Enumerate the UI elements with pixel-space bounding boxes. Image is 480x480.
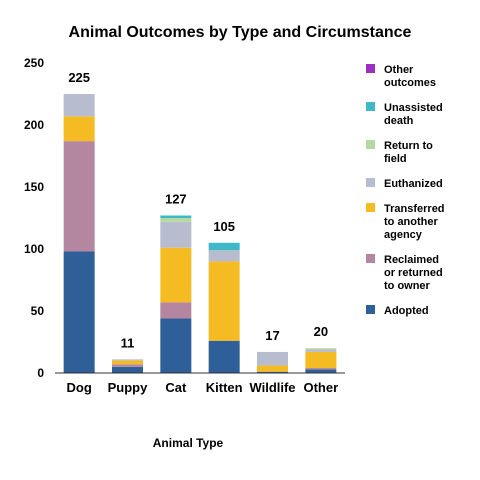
bar-segment — [63, 94, 95, 117]
bar-segment — [208, 250, 240, 262]
y-axis: 0 50 100 150 200 250 — [24, 56, 44, 380]
bar-segment — [305, 348, 337, 350]
bar-segment — [160, 247, 192, 303]
bar-segment — [112, 359, 143, 361]
x-tick-label: Kitten — [206, 380, 243, 395]
x-tick-label: Dog — [67, 380, 92, 395]
legend-label: Adopted — [384, 305, 429, 317]
legend-label: Euthanized — [384, 178, 443, 190]
x-axis: 225 Dog 11 Puppy 127 Cat 105 Kitten 17 Wildlife 20… — [67, 70, 339, 395]
y-tick-label: 250 — [24, 56, 44, 70]
legend-swatch — [366, 140, 375, 149]
total-label: 20 — [314, 324, 328, 339]
bar-segment — [257, 365, 288, 372]
bar-segment — [257, 371, 288, 373]
y-tick-label: 200 — [24, 118, 44, 132]
legend-label: Unassisted — [384, 102, 443, 114]
legend-swatch — [366, 64, 375, 73]
legend-label: or returned — [384, 267, 443, 279]
y-tick-label: 0 — [37, 366, 44, 380]
total-label: 225 — [68, 70, 90, 85]
bar-segment — [112, 360, 143, 365]
legend-swatch — [366, 102, 375, 111]
x-tick-label: Other — [303, 380, 338, 395]
legend-label: Reclaimed — [384, 254, 439, 266]
total-label: 105 — [213, 219, 235, 234]
legend-label: to another — [384, 216, 438, 228]
legend-swatch — [366, 178, 375, 187]
total-label: 11 — [121, 335, 135, 350]
bar-segment — [208, 261, 240, 341]
y-tick-label: 50 — [31, 304, 45, 318]
bar-segment — [305, 368, 337, 370]
bar-segment — [160, 218, 192, 222]
legend-label: Transferred — [384, 203, 445, 215]
bar-segment — [305, 349, 337, 352]
legend-label: Other — [384, 64, 414, 76]
bars — [63, 94, 337, 373]
legend-swatch — [366, 254, 375, 263]
legend-label: Return to — [384, 140, 433, 152]
bar-segment — [63, 116, 95, 142]
bar-segment — [305, 351, 337, 369]
bar-segment — [208, 242, 240, 251]
legend-label: field — [384, 153, 407, 165]
bar-segment — [160, 302, 192, 319]
legend-label: agency — [384, 229, 423, 241]
legend-label: to owner — [384, 280, 431, 292]
legend-label: outcomes — [384, 77, 436, 89]
bar-segment — [257, 351, 288, 366]
x-tick-label: Puppy — [108, 380, 148, 395]
legend-swatch — [366, 305, 375, 314]
bar-segment — [63, 141, 95, 252]
legend-label: death — [384, 115, 414, 127]
bar-segment — [160, 221, 192, 248]
chart-title: Animal Outcomes by Type and Circumstance — [69, 24, 412, 41]
bar-segment — [112, 366, 143, 373]
y-tick-label: 150 — [24, 180, 44, 194]
bar-segment — [112, 364, 143, 367]
x-tick-label: Cat — [165, 380, 187, 395]
total-label: 127 — [165, 192, 187, 207]
x-tick-label: Wildlife — [249, 380, 295, 395]
bar-segment — [160, 215, 192, 218]
bar-segment — [208, 340, 240, 373]
bar-segment — [63, 251, 95, 373]
y-tick-label: 100 — [24, 242, 44, 256]
bar-segment — [305, 369, 337, 373]
x-axis-title: Animal Type — [153, 436, 224, 450]
legend-swatch — [366, 203, 375, 212]
bar-segment — [160, 318, 192, 373]
total-label: 17 — [265, 328, 279, 343]
